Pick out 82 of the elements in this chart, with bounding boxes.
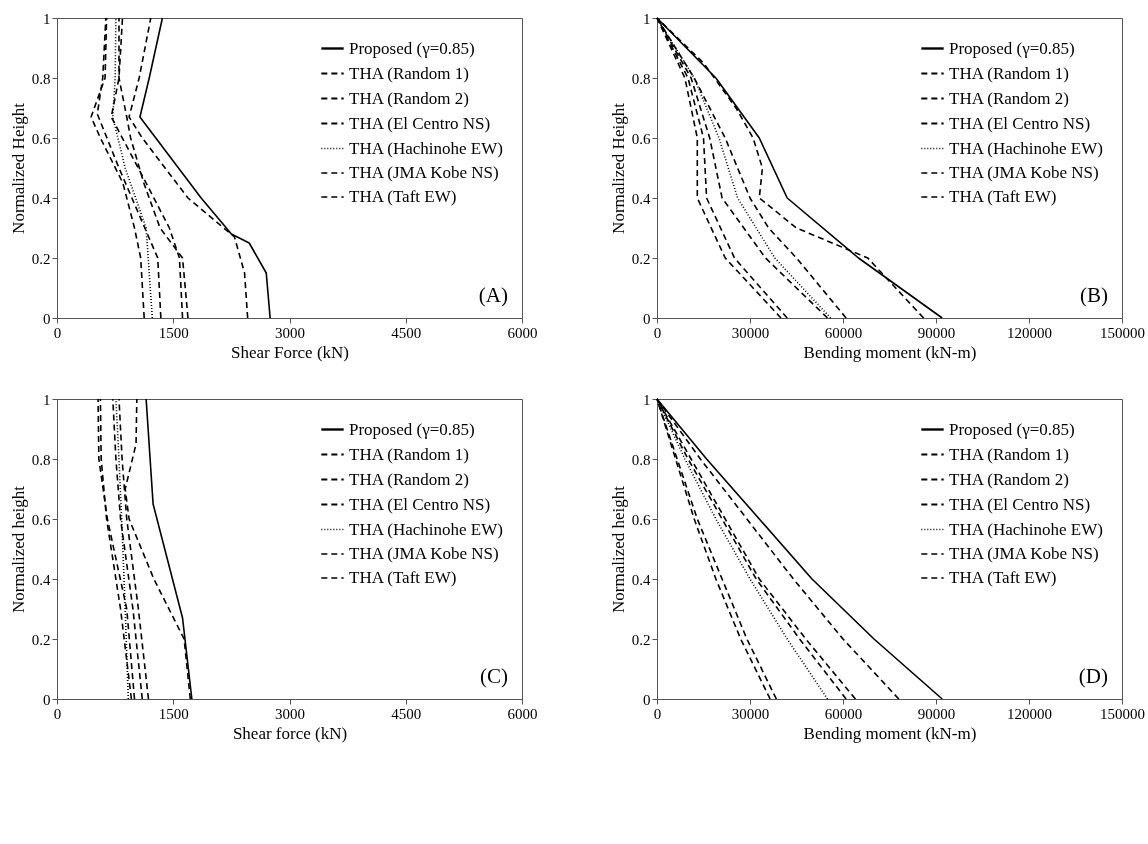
legend-label: THA (El Centro NS) (949, 494, 1091, 514)
y-tick-label: 0.4 (31, 190, 51, 207)
legend-label: THA (Random 2) (349, 88, 469, 108)
y-tick-label: 0.8 (631, 451, 651, 468)
legend-label: THA (Hachinohe EW) (349, 519, 503, 539)
y-tick-label: 0.2 (631, 631, 651, 648)
x-axis-title: Shear force (kN) (232, 723, 348, 743)
legend-label: THA (El Centro NS) (349, 494, 491, 514)
y-tick-label: 0.2 (31, 631, 51, 648)
legend-label: THA (Hachinohe EW) (949, 519, 1103, 539)
legend-label: THA (Random 1) (949, 63, 1069, 83)
annotation: (A) (478, 283, 508, 307)
legend-label: THA (Hachinohe EW) (349, 138, 503, 158)
x-tick-label: 60000 (824, 705, 863, 722)
x-tick-label: 90000 (917, 324, 956, 341)
x-tick-label: 150000 (1100, 705, 1145, 722)
y-tick-label: 0.6 (31, 130, 51, 147)
x-tick-label: 4500 (391, 324, 422, 341)
y-tick-label: 0.4 (631, 190, 651, 207)
annotation: (D) (1078, 664, 1108, 688)
x-tick-label: 3000 (275, 705, 305, 722)
legend-label: THA (Taft EW) (349, 568, 457, 587)
y-axis-title: Normalized Height (608, 102, 628, 234)
x-tick-label: 120000 (1007, 705, 1052, 722)
x-tick-label: 4500 (391, 705, 422, 722)
x-axis-title: Shear Force (kN) (230, 342, 350, 362)
x-tick-label: 1500 (158, 324, 189, 341)
legend-label: Proposed (γ=0.85) (349, 419, 475, 439)
y-tick-label: 1 (43, 10, 51, 27)
y-tick-label: 0.2 (31, 250, 51, 267)
annotation: (C) (480, 664, 508, 688)
legend-label: THA (Random 1) (349, 63, 469, 83)
x-tick-label: 3000 (275, 324, 305, 341)
y-tick-label: 0 (43, 310, 51, 327)
y-tick-label: 0.4 (631, 571, 651, 588)
y-tick-label: 0 (643, 691, 651, 708)
legend-label: THA (Taft EW) (949, 187, 1057, 206)
y-tick-label: 0 (43, 691, 51, 708)
legend-label: THA (El Centro NS) (949, 113, 1091, 133)
y-tick-label: 1 (43, 391, 51, 408)
y-tick-label: 0.8 (31, 70, 51, 87)
x-tick-label: 60000 (824, 324, 863, 341)
y-tick-label: 0.6 (631, 511, 651, 528)
y-tick-label: 0.6 (31, 511, 51, 528)
x-tick-label: 1500 (158, 705, 189, 722)
y-tick-label: 0.8 (31, 451, 51, 468)
y-tick-label: 0 (643, 310, 651, 327)
y-tick-label: 0.6 (631, 130, 651, 147)
legend-label: THA (Random 1) (949, 444, 1069, 464)
y-tick-label: 1 (643, 391, 651, 408)
legend-label: THA (Taft EW) (349, 187, 457, 206)
x-axis-title: Bending moment (kN-m) (803, 342, 977, 362)
x-tick-label: 120000 (1007, 324, 1052, 341)
x-tick-label: 150000 (1100, 324, 1145, 341)
x-axis-title: Bending moment (kN-m) (803, 723, 977, 743)
y-axis-title: Normalized Height (8, 102, 28, 234)
legend-label: THA (Random 1) (349, 444, 469, 464)
legend-label: Proposed (γ=0.85) (949, 38, 1075, 58)
legend-label: THA (Random 2) (949, 88, 1069, 108)
y-axis-title: Normalized height (608, 485, 628, 613)
x-tick-label: 30000 (731, 705, 770, 722)
y-tick-label: 0.8 (631, 70, 651, 87)
legend-label: THA (JMA Kobe NS) (949, 163, 1099, 182)
legend-label: Proposed (γ=0.85) (349, 38, 475, 58)
x-tick-label: 6000 (507, 705, 538, 722)
legend-label: THA (JMA Kobe NS) (349, 544, 499, 563)
legend-label: THA (Random 2) (949, 469, 1069, 489)
x-tick-label: 30000 (731, 324, 770, 341)
y-tick-label: 0.4 (31, 571, 51, 588)
legend-label: THA (Hachinohe EW) (949, 138, 1103, 158)
legend-label: Proposed (γ=0.85) (949, 419, 1075, 439)
x-tick-label: 6000 (507, 324, 538, 341)
legend-label: THA (Taft EW) (949, 568, 1057, 587)
legend-label: THA (Random 2) (349, 469, 469, 489)
legend-label: THA (JMA Kobe NS) (949, 544, 1099, 563)
y-axis-title: Normalized height (8, 485, 28, 613)
y-tick-label: 0.2 (631, 250, 651, 267)
y-tick-label: 1 (643, 10, 651, 27)
annotation: (B) (1080, 283, 1108, 307)
legend-label: THA (El Centro NS) (349, 113, 491, 133)
x-tick-label: 90000 (917, 705, 956, 722)
legend-label: THA (JMA Kobe NS) (349, 163, 499, 182)
